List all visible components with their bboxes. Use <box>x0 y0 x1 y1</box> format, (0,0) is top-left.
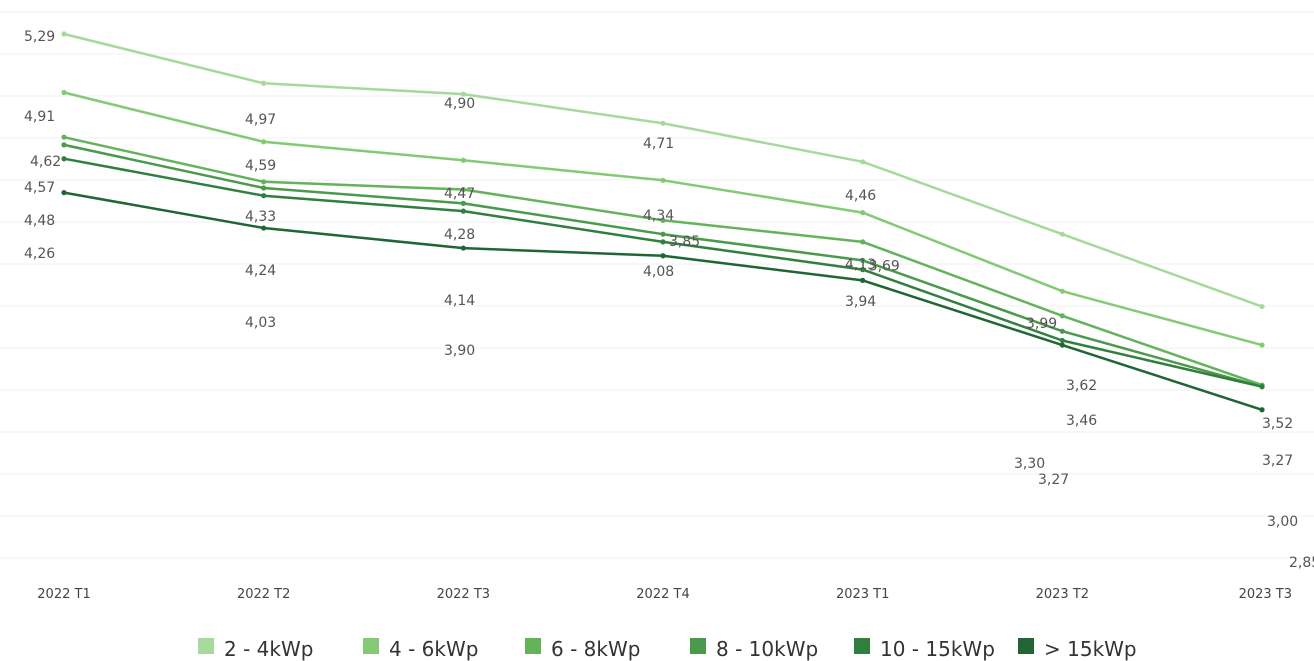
data-point <box>1259 407 1265 413</box>
data-point <box>460 208 466 214</box>
data-label: 3,00 <box>1267 514 1298 530</box>
data-point <box>61 156 67 162</box>
data-point <box>1059 288 1065 294</box>
data-label: 4,26 <box>24 246 55 262</box>
x-tick-label: 2022 T4 <box>636 587 689 602</box>
data-label: 4,33 <box>245 209 276 225</box>
data-point <box>1059 313 1065 319</box>
data-label: 3,52 <box>1262 416 1293 432</box>
data-label: 4,24 <box>245 263 276 279</box>
legend-label: 8 - 10kWp <box>716 637 818 661</box>
data-point <box>660 217 666 223</box>
legend-swatch <box>363 638 379 654</box>
data-point <box>1059 337 1065 344</box>
legend-swatch <box>525 638 541 654</box>
data-label: 3,27 <box>1038 472 1069 488</box>
x-tick-label: 2023 T3 <box>1239 587 1292 602</box>
data-point <box>860 267 866 273</box>
data-label: 4,14 <box>444 293 475 309</box>
data-points <box>61 31 1265 413</box>
data-point <box>1059 231 1065 237</box>
x-axis-ticks: 2022 T1 2022 T2 2022 T3 2022 T4 2023 T1 2023 … <box>37 587 1292 602</box>
data-point <box>660 239 666 245</box>
data-point <box>460 157 466 163</box>
data-point <box>460 245 466 251</box>
data-point <box>261 139 267 145</box>
data-label: 3,85 <box>669 234 700 250</box>
data-point <box>261 225 267 231</box>
data-point <box>61 134 67 140</box>
legend-swatch <box>690 638 706 654</box>
data-point <box>1259 342 1265 348</box>
data-point <box>261 193 267 199</box>
data-labels: 5,29 4,97 4,90 4,71 4,46 3,99 3,52 4,91 4,59 4,47… <box>24 29 1314 571</box>
data-label: 4,59 <box>245 158 276 174</box>
data-label: 4,46 <box>845 188 876 204</box>
data-point <box>1259 303 1265 310</box>
data-label: 3,30 <box>1014 456 1045 472</box>
data-point <box>460 91 466 97</box>
data-label: 3,90 <box>444 343 475 359</box>
data-label: 4,97 <box>245 112 276 128</box>
data-label: 3,62 <box>1066 378 1097 394</box>
data-label: 3,99 <box>1026 316 1057 332</box>
legend-label: 6 - 8kWp <box>551 637 640 661</box>
data-point <box>61 142 67 148</box>
data-label: 4,13 <box>845 257 876 273</box>
data-label: 3,46 <box>1066 413 1097 429</box>
legend-label: > 15kWp <box>1044 637 1137 661</box>
data-point <box>860 277 866 283</box>
data-point <box>61 190 67 196</box>
data-point <box>660 253 666 259</box>
data-label: 4,34 <box>643 208 674 224</box>
data-point <box>261 185 267 191</box>
data-label: 4,91 <box>24 109 55 125</box>
data-point <box>660 231 666 237</box>
legend-label: 4 - 6kWp <box>389 637 478 661</box>
data-point <box>660 120 666 126</box>
data-label: 4,62 <box>30 154 61 170</box>
data-point <box>660 177 666 183</box>
data-label: 4,08 <box>643 264 674 280</box>
x-tick-label: 2022 T1 <box>37 587 90 602</box>
data-point <box>61 31 67 37</box>
data-label: 3,69 <box>869 258 900 274</box>
legend-swatch <box>1018 638 1034 654</box>
data-label: 3,94 <box>845 294 876 310</box>
data-label: 5,29 <box>24 29 55 45</box>
data-point <box>860 257 866 263</box>
data-label: 2,85 <box>1289 555 1314 571</box>
data-label: 3,27 <box>1262 453 1293 469</box>
data-point <box>1059 342 1065 348</box>
data-point <box>460 186 466 193</box>
legend-swatch <box>198 638 214 654</box>
data-point <box>860 159 866 165</box>
data-label: 4,71 <box>643 136 674 152</box>
x-tick-label: 2022 T3 <box>437 587 490 602</box>
x-tick-label: 2022 T2 <box>237 587 290 602</box>
data-point <box>261 80 267 86</box>
data-point <box>61 89 67 96</box>
data-point <box>860 210 866 216</box>
x-tick-label: 2023 T1 <box>836 587 889 602</box>
data-point <box>860 239 866 245</box>
data-label: 4,57 <box>24 180 55 196</box>
legend-swatch <box>854 638 870 654</box>
data-point <box>261 179 267 185</box>
data-point <box>1259 384 1265 390</box>
legend: 2 - 4kWp 4 - 6kWp 6 - 8kWp 8 - 10kWp 10 - 15… <box>198 637 1137 661</box>
data-label: 4,90 <box>444 96 475 112</box>
gridlines <box>0 11 1314 559</box>
data-point <box>460 200 466 206</box>
data-label: 4,47 <box>444 186 475 202</box>
legend-label: 10 - 15kWp <box>880 637 995 661</box>
data-label: 4,03 <box>245 315 276 331</box>
x-tick-label: 2023 T2 <box>1036 587 1089 602</box>
data-label: 4,28 <box>444 227 475 243</box>
data-label: 4,48 <box>24 213 55 229</box>
legend-label: 2 - 4kWp <box>224 637 313 661</box>
data-point <box>1059 328 1065 334</box>
